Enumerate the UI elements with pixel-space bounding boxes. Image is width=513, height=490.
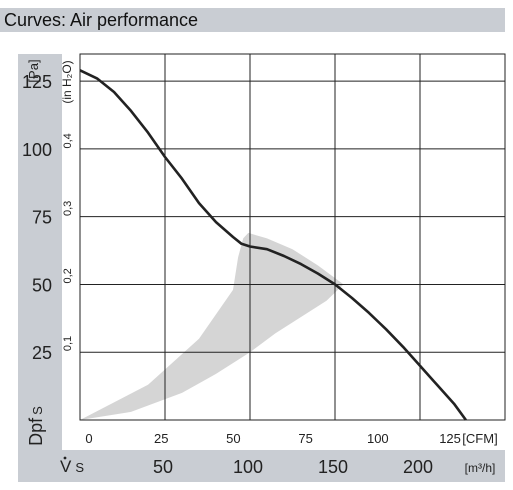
x-tick-label-cfm: 50 xyxy=(226,431,240,446)
y-unit-label-pa: [Pa] xyxy=(26,59,41,82)
x-tick-label-m3h: 50 xyxy=(153,457,173,477)
x-tick-label-cfm: 75 xyxy=(298,431,312,446)
performance-curve-line xyxy=(79,69,467,421)
x-axis-band xyxy=(18,450,505,482)
operating-region xyxy=(80,232,344,420)
y-unit-label-inh2o: (in H₂O) xyxy=(60,60,74,103)
y-tick-label-pa: 50 xyxy=(32,275,52,295)
x-tick-label-m3h: 200 xyxy=(403,457,433,477)
x-unit-label-cfm: [CFM] xyxy=(462,431,497,446)
performance-curve xyxy=(79,69,467,421)
axis-labels: 25 50 75 100 125 0,1 0,2 0,3 0,4 [Pa] (in H₂O) DpfS… xyxy=(22,59,498,477)
chart-title: Curves: Air performance xyxy=(0,8,505,32)
x-tick-label-m3h: 100 xyxy=(233,457,263,477)
y-tick-label-pa: 125 xyxy=(22,72,52,92)
plot-background xyxy=(80,54,505,420)
y-tick-label-pa: 25 xyxy=(32,343,52,363)
x-tick-label-cfm: 100 xyxy=(367,431,389,446)
x-unit-label-m3h: [m³/h] xyxy=(465,461,496,475)
plot-frame xyxy=(79,53,506,421)
y-tick-label-inh2o: 0,4 xyxy=(62,133,74,148)
y-tick-label-inh2o: 0,2 xyxy=(62,268,74,283)
plot-area xyxy=(80,54,505,420)
y-axis-symbol: DpfS xyxy=(26,406,46,446)
y-tick-label-pa: 75 xyxy=(32,208,52,228)
y-tick-label-inh2o: 0,3 xyxy=(62,201,74,216)
x-tick-label-cfm: 25 xyxy=(154,431,168,446)
y-tick-label-inh2o: 0,1 xyxy=(62,336,74,351)
grid xyxy=(79,53,506,421)
y-axis-band xyxy=(18,54,62,450)
x-tick-label-cfm: 125 xyxy=(439,431,461,446)
y-tick-label-pa: 100 xyxy=(22,140,52,160)
x-symbol-dot xyxy=(63,456,67,460)
x-tick-label-m3h: 150 xyxy=(318,457,348,477)
x-tick-label-cfm: 0 xyxy=(85,431,92,446)
shaded-operating-region xyxy=(80,232,344,420)
